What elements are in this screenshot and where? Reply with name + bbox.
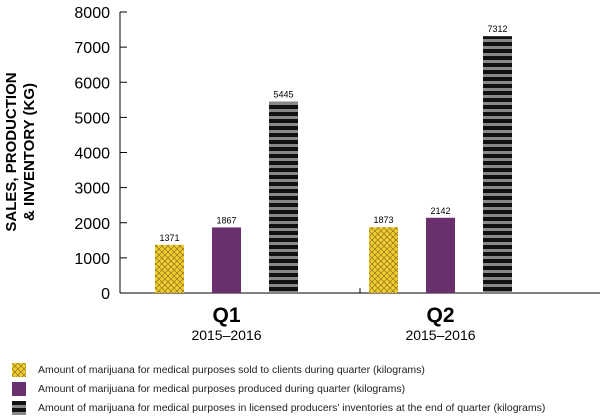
legend-item-inventory: Amount of marijuana for medical purposes…: [12, 398, 545, 416]
y-tick-label: 7000: [74, 40, 110, 57]
y-tick-label: 6000: [74, 75, 110, 92]
legend-label: Amount of marijuana for medical purposes…: [38, 363, 425, 376]
y-tick-label: 5000: [74, 110, 110, 127]
category-sublabel: 2015–2016: [405, 327, 475, 343]
y-tick-label: 0: [101, 286, 110, 303]
legend-item-produced: Amount of marijuana for medical purposes…: [12, 379, 545, 398]
value-label: 1371: [159, 233, 179, 243]
category-label: Q2: [426, 304, 454, 327]
bar: [369, 227, 398, 293]
bar: [212, 227, 241, 293]
legend: Amount of marijuana for medical purposes…: [12, 360, 545, 416]
y-axis-label-line2: & INVENTORY (KG): [21, 83, 38, 221]
value-label: 5445: [273, 90, 293, 100]
y-tick-label: 8000: [74, 5, 110, 22]
y-axis-label-line1: SALES, PRODUCTION: [3, 72, 20, 231]
category-label: Q1: [212, 304, 240, 327]
value-label: 7312: [487, 24, 507, 34]
stripes-swatch-icon: [12, 400, 26, 415]
legend-item-sold: Amount of marijuana for medical purposes…: [12, 360, 545, 379]
y-tick-label: 3000: [74, 181, 110, 198]
value-label: 1867: [216, 215, 236, 225]
bar: [483, 36, 512, 293]
legend-label: Amount of marijuana for medical purposes…: [38, 382, 406, 395]
legend-label: Amount of marijuana for medical purposes…: [38, 401, 546, 414]
y-tick-label: 4000: [74, 146, 110, 163]
y-tick-label: 2000: [74, 216, 110, 233]
value-label: 1873: [373, 215, 393, 225]
solid-swatch-icon: [12, 381, 26, 396]
crosshatch-swatch-icon: [12, 362, 26, 377]
y-tick-label: 1000: [74, 251, 110, 268]
category-sublabel: 2015–2016: [191, 327, 261, 343]
value-label: 2142: [430, 206, 450, 216]
bar: [155, 244, 184, 293]
bar: [426, 217, 455, 293]
bar: [269, 101, 298, 293]
